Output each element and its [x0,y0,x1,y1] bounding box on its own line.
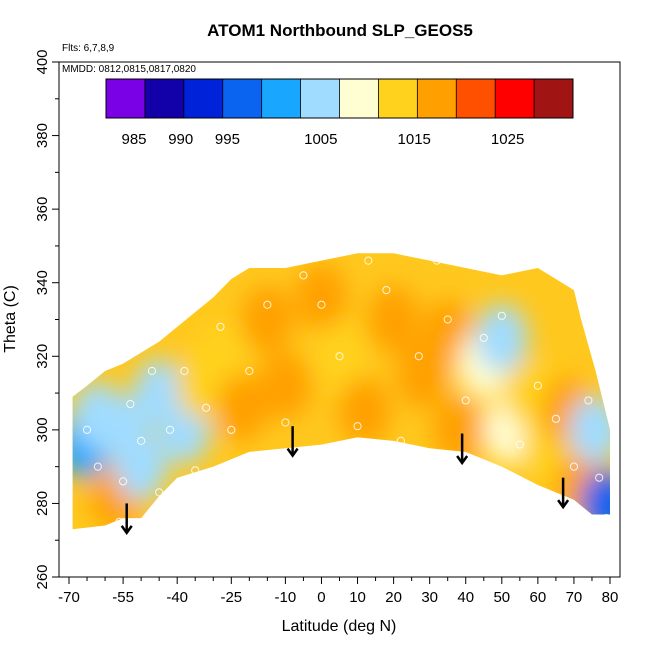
flight-marker [180,366,189,376]
flight-marker [245,366,254,376]
field-cell [295,263,348,332]
flight-marker [382,285,391,295]
x-axis: -70 -55 -40 -25 -10 0 10 20 30 40 50 60 70 80 [58,577,618,606]
field-cell [313,322,366,391]
y-axis-label: Theta (C) [2,285,19,353]
field-cell [432,395,485,464]
flight-marker [569,462,579,471]
colorbar-tick-label: 1005 [304,131,337,148]
field-cell [367,285,420,354]
flight-marker [584,396,593,405]
field-cell [115,432,168,501]
y-tick-label: 340 [34,270,51,295]
flight-marker [443,315,452,324]
pressure-field [72,253,611,530]
flight-marker [227,425,236,434]
flight-marker [595,473,604,482]
field-cell [216,373,269,442]
x-axis-label: Latitude (deg N) [282,618,397,635]
x-tick-label: 50 [493,589,510,606]
flight-marker [191,466,200,475]
descent-arrow [286,426,299,458]
field-cell [259,351,312,420]
y-axis: 260 280 300 320 340 360 380 400 [34,49,59,590]
descent-arrow [120,503,133,536]
flight-marker [317,300,326,309]
dates-subtitle: MMDD: 0812,0815,0817,0820 [62,64,196,75]
field-cell [569,395,611,464]
flight-marker [396,436,405,445]
flight-marker [551,414,561,423]
y-tick-label: 320 [34,344,51,369]
field-cell [338,377,391,446]
field-cell [580,469,611,530]
flight-marker [82,425,92,434]
x-tick-label: -55 [112,589,134,606]
x-tick-label: 20 [385,589,402,606]
x-tick-label: 40 [457,589,474,606]
flight-marker [155,488,164,497]
flight-marker [201,403,211,412]
x-tick-label: 10 [349,589,366,606]
field-cells [72,263,611,530]
flight-marker [263,300,272,309]
x-tick-label: 0 [317,589,325,606]
flight-marker [137,436,146,445]
flight-markers [82,256,611,526]
field-region [72,253,611,530]
chart-title: ATOM1 Northbound SLP_GEOS5 [207,21,473,40]
x-tick-label: 70 [566,589,583,606]
colorbar-tick-label: 1015 [398,131,431,148]
x-tick-label: 80 [602,589,619,606]
flight-marker [602,514,611,523]
flight-marker [115,517,124,526]
field-cell [194,322,247,391]
y-tick-label: 260 [34,564,51,589]
flight-marker [533,381,542,390]
x-tick-label: -70 [58,589,80,606]
flight-marker [432,256,441,265]
flight-marker [147,366,157,376]
colorbar-tick-label: 985 [122,131,147,148]
flight-marker [335,352,344,361]
y-tick-label: 280 [34,491,51,516]
flights-subtitle: Flts: 6,7,8,9 [62,43,115,54]
field-cell [241,285,294,354]
flight-marker [515,440,524,449]
flight-marker [364,256,373,265]
x-tick-label: -40 [166,589,188,606]
flight-marker [119,477,128,486]
y-tick-label: 360 [34,197,51,222]
x-tick-label: -25 [220,589,242,606]
flight-marker [93,462,102,471]
x-tick-label: 30 [421,589,438,606]
flight-marker [281,418,290,427]
colorbar-ticks: 985 990 995 1005 1015 1025 [122,79,535,148]
flight-marker [497,311,506,320]
descent-arrows [120,426,570,536]
flight-marker [414,352,423,361]
descent-arrow [557,477,570,510]
y-tick-label: 300 [34,417,51,442]
flight-marker [216,322,225,331]
flight-marker [461,396,470,405]
field-cell [475,303,528,372]
flight-marker [299,271,308,280]
descent-arrow [456,433,469,466]
flight-marker [353,422,362,431]
flight-marker [165,425,175,434]
x-tick-label: -10 [275,589,297,606]
colorbar: 985 990 995 1005 1015 1025 [105,78,574,148]
y-tick-label: 380 [34,123,51,148]
colorbar-tick-label: 990 [168,131,193,148]
flight-marker [479,333,488,342]
colorbar-tick-label: 1025 [491,131,524,148]
x-tick-label: 60 [530,589,547,606]
flight-marker [126,400,135,409]
colorbar-tick-label: 995 [215,131,240,148]
y-tick-label: 400 [34,49,51,74]
